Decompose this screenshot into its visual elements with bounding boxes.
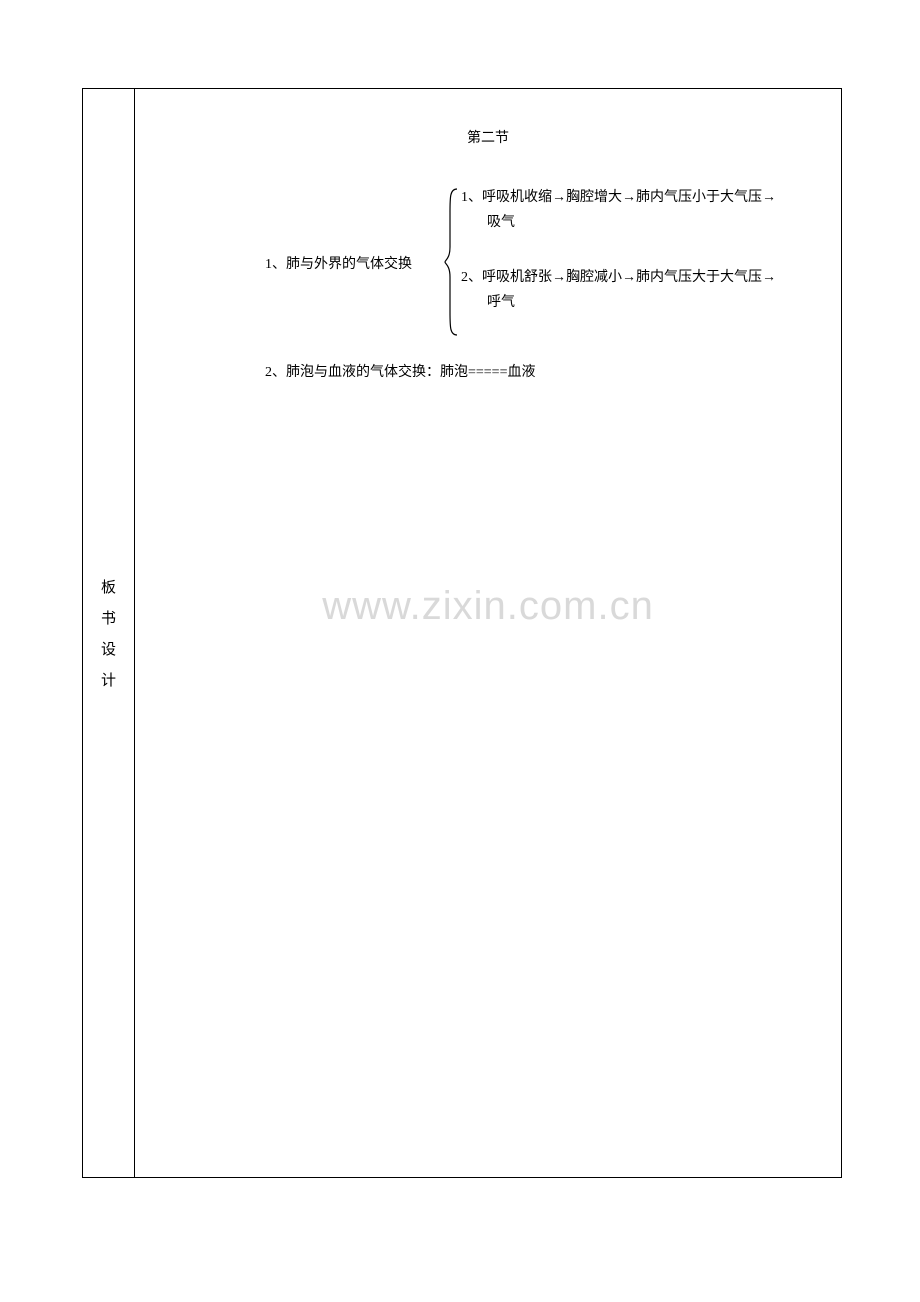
sidebar-char: 计 — [101, 669, 116, 690]
branch-1-line-2: 吸气 — [461, 210, 833, 235]
branch-1: 1、呼吸机收缩→胸腔增大→肺内气压小于大气压→ 吸气 — [461, 185, 833, 235]
section-1-label: 1、肺与外界的气体交换 — [265, 253, 412, 273]
sidebar-char: 设 — [101, 638, 116, 659]
section-2: 2、肺泡与血液的气体交换：肺泡=====血液 — [155, 361, 821, 381]
sidebar-char: 书 — [101, 607, 116, 628]
section-1: 1、肺与外界的气体交换 1、呼吸机收缩→胸腔增大→肺内气压小于大气压→ 吸气 2… — [155, 185, 821, 345]
branch-1-line-1: 1、呼吸机收缩→胸腔增大→肺内气压小于大气压→ — [461, 190, 776, 205]
sidebar-label: 板 书 设 计 — [101, 566, 116, 700]
branch-2-line-1: 2、呼吸机舒张→胸腔减小→肺内气压大于大气压→ — [461, 270, 776, 285]
branch-2-line-2: 呼气 — [461, 290, 833, 315]
section-heading: 第二节 — [155, 127, 821, 147]
content-column: 第二节 1、肺与外界的气体交换 1、呼吸机收缩→胸腔增大→肺内气压小于大气压→ … — [135, 89, 841, 1177]
branch-2: 2、呼吸机舒张→胸腔减小→肺内气压大于大气压→ 呼气 — [461, 265, 833, 315]
curly-brace-icon — [443, 187, 459, 337]
sidebar-char: 板 — [101, 576, 116, 597]
page-frame: 板 书 设 计 第二节 1、肺与外界的气体交换 1、呼吸机收缩→胸腔增大→肺内气… — [82, 88, 842, 1178]
sidebar-column: 板 书 设 计 — [83, 89, 135, 1177]
watermark-text: www.zixin.com.cn — [322, 584, 654, 629]
